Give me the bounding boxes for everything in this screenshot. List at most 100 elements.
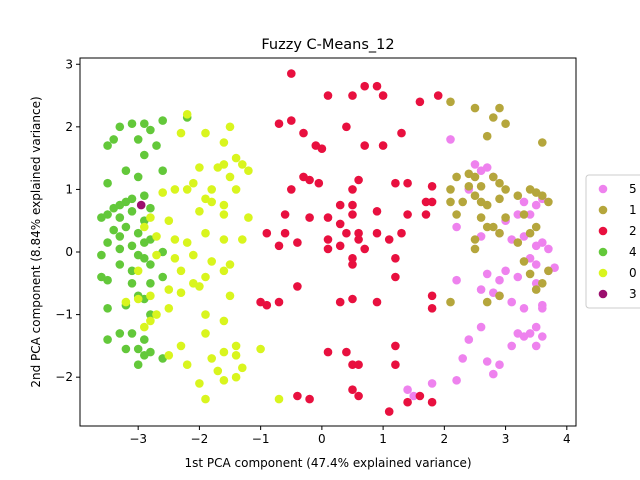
data-point-cluster-0 [256,344,265,354]
legend-label-0: 0 [629,266,637,280]
data-point-cluster-4 [133,228,143,238]
data-point-cluster-1 [482,200,492,210]
data-point-cluster-2 [323,91,333,100]
data-point-cluster-4 [121,344,131,354]
data-point-cluster-0 [189,178,198,188]
data-point-cluster-2 [427,304,437,313]
data-point-cluster-0 [140,322,149,332]
data-point-cluster-0 [146,316,155,326]
data-point-cluster-5 [525,329,535,338]
data-point-cluster-0 [195,207,204,216]
data-point-cluster-1 [482,297,492,307]
data-point-cluster-2 [415,97,425,107]
data-point-cluster-2 [287,69,296,78]
data-point-cluster-2 [348,253,357,263]
data-point-cluster-2 [384,235,394,244]
data-point-cluster-1 [525,269,535,279]
data-point-cluster-4 [115,244,125,254]
data-point-cluster-5 [482,163,492,172]
data-point-cluster-5 [464,335,474,344]
data-point-cluster-2 [274,119,284,128]
data-point-cluster-2 [342,228,351,238]
legend-label-5: 5 [629,182,637,196]
data-point-cluster-2 [323,244,333,254]
chart-title: Fuzzy C-Means_12 [261,37,394,53]
data-point-cluster-4 [127,266,137,276]
data-point-cluster-4 [146,310,155,319]
data-point-cluster-2 [391,272,400,282]
legend-label-4: 4 [629,245,637,259]
data-point-cluster-0 [201,329,210,338]
data-point-cluster-5 [501,266,510,276]
data-point-cluster-2 [372,228,382,238]
data-point-cluster-4 [127,279,137,288]
data-point-cluster-4 [115,200,125,210]
data-point-cluster-4 [115,329,125,338]
data-point-cluster-2 [348,91,357,100]
data-point-cluster-0 [146,213,155,222]
data-point-cluster-5 [525,210,535,219]
data-point-cluster-2 [348,360,357,370]
data-point-cluster-0 [219,316,229,326]
data-point-cluster-2 [299,128,308,138]
data-point-cluster-0 [231,185,241,194]
data-point-cluster-4 [140,351,149,360]
data-point-cluster-2 [354,228,363,238]
data-point-cluster-0 [176,341,186,351]
data-point-cluster-1 [519,210,529,219]
data-point-cluster-1 [501,119,510,128]
data-point-cluster-4 [121,222,131,232]
data-point-cluster-0 [213,163,223,172]
x-tick-label: −3 [129,432,147,446]
data-point-cluster-0 [152,232,161,241]
data-point-cluster-4 [103,238,112,247]
data-point-cluster-2 [360,81,370,91]
data-point-cluster-0 [225,291,235,301]
data-point-cluster-5 [458,354,468,363]
data-point-cluster-1 [452,210,461,219]
x-tick-label: 4 [563,432,571,446]
data-point-cluster-2 [348,185,357,194]
data-point-cluster-4 [103,335,112,344]
data-point-cluster-2 [372,207,382,216]
data-point-cluster-5 [427,379,437,388]
data-point-cluster-4 [127,241,137,251]
data-point-cluster-5 [403,385,412,395]
y-tick-label: 1 [65,182,73,196]
data-point-cluster-5 [452,376,461,385]
data-point-cluster-4 [146,260,155,269]
data-point-cluster-1 [519,257,529,266]
data-point-cluster-2 [372,81,382,91]
data-point-cluster-5 [507,297,516,307]
data-point-cluster-0 [207,354,216,363]
legend-label-2: 2 [629,224,637,238]
y-tick-label: −1 [55,308,73,322]
data-point-cluster-1 [470,103,480,113]
data-point-cluster-2 [403,210,412,219]
data-point-cluster-2 [348,260,357,269]
x-tick-label: −2 [191,432,209,446]
data-point-cluster-1 [476,182,486,191]
data-point-cluster-4 [103,178,112,188]
data-point-cluster-4 [133,344,143,354]
data-point-cluster-0 [231,153,241,163]
data-point-cluster-0 [176,266,186,276]
data-point-cluster-0 [140,222,149,232]
data-point-cluster-4 [140,150,149,160]
data-point-cluster-2 [403,397,412,407]
data-point-cluster-1 [446,297,455,307]
data-point-cluster-0 [176,128,186,138]
data-point-cluster-2 [427,397,437,407]
data-point-cluster-0 [164,304,174,313]
data-point-cluster-0 [219,200,229,210]
data-point-cluster-0 [238,363,247,373]
data-point-cluster-0 [133,294,143,304]
data-point-cluster-5 [513,210,523,219]
data-point-cluster-0 [182,360,192,370]
data-point-cluster-0 [201,272,210,282]
data-point-cluster-5 [409,391,419,401]
data-point-cluster-4 [97,250,106,260]
data-point-cluster-2 [305,213,314,222]
data-point-cluster-2 [397,128,406,138]
data-point-cluster-2 [293,282,302,291]
